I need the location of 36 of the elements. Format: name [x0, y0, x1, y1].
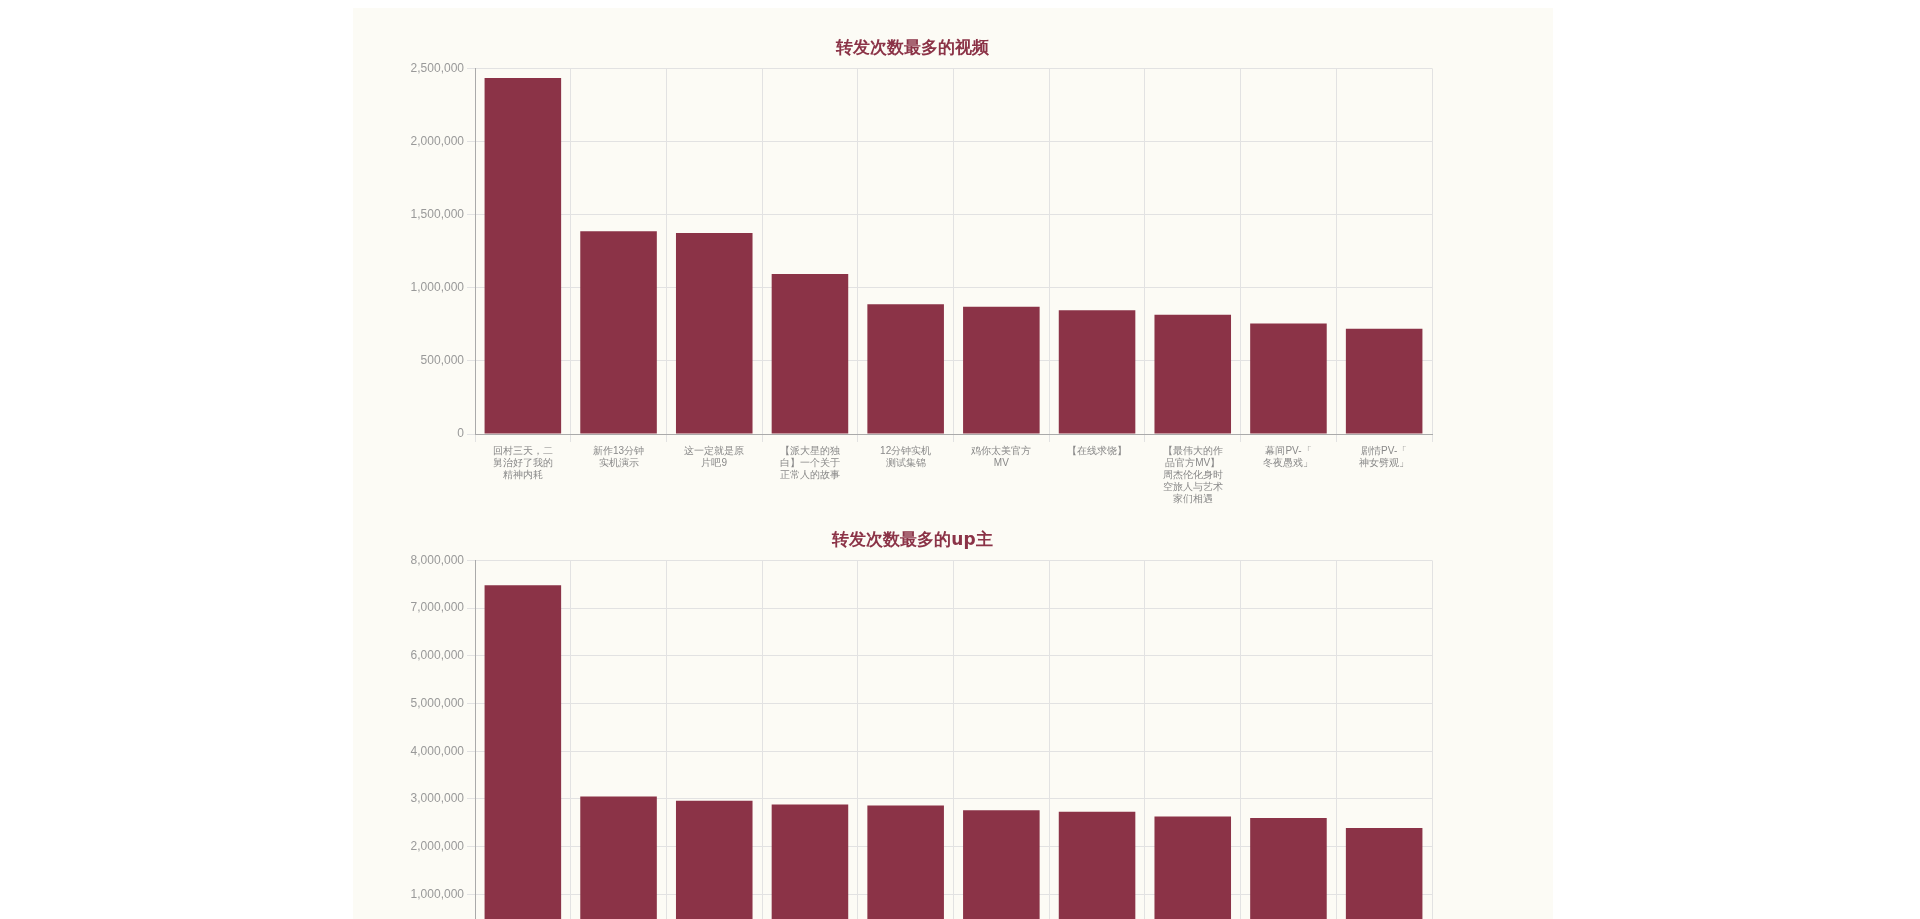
x-tick-label: 剧情PV-「神女劈观」	[1359, 444, 1410, 468]
y-tick-label: 500,000	[420, 353, 465, 368]
y-tick-label: 8,000,000	[410, 552, 465, 567]
y-tick-label: 1,000,000	[410, 886, 465, 901]
x-tick-label: 幕间PV-「冬夜愚戏」	[1263, 444, 1314, 468]
y-tick-label: 2,000,000	[410, 838, 465, 853]
x-tick-label: 【在线求饶】	[1067, 444, 1128, 456]
y-tick-label: 0	[457, 426, 465, 441]
x-tick-label: 【最伟大的作品官方MV】周杰伦化身时空旅人与艺术家们相遇	[1162, 444, 1223, 504]
y-tick-label: 2,500,000	[410, 60, 465, 75]
x-tick-label: 12分钟实机测试集锦	[880, 444, 932, 468]
x-tick-label: 回村三天，二舅治好了我的精神内耗	[492, 444, 553, 480]
y-tick-label: 4,000,000	[410, 743, 465, 758]
y-tick-label: 2,000,000	[410, 133, 465, 148]
y-tick-label: 1,000,000	[410, 280, 465, 295]
x-tick-label: 新作13分钟实机演示	[592, 444, 645, 468]
x-tick-label: 这一定就是原片吧9	[684, 444, 745, 468]
chart-title: 转发次数最多的up主	[831, 528, 993, 549]
bar	[580, 231, 657, 434]
y-tick-label: 5,000,000	[410, 695, 465, 710]
bar	[484, 77, 562, 434]
x-tick-label: 【派大星的独白】一个关于正常人的故事	[779, 444, 840, 480]
y-tick-label: 7,000,000	[410, 600, 465, 615]
x-tick-label: 鸡你太美官方MV	[970, 444, 1032, 468]
bar	[963, 306, 1040, 434]
y-tick-label: 3,000,000	[410, 791, 465, 806]
bar	[1058, 310, 1136, 434]
y-tick-label: 1,500,000	[410, 206, 465, 221]
chart-title: 转发次数最多的视频	[835, 36, 990, 57]
bar	[1345, 328, 1423, 434]
bar	[1250, 323, 1327, 434]
bar	[1154, 314, 1232, 434]
bar	[675, 233, 753, 434]
bar	[771, 274, 849, 434]
bar	[867, 304, 944, 434]
y-tick-label: 6,000,000	[410, 648, 465, 663]
